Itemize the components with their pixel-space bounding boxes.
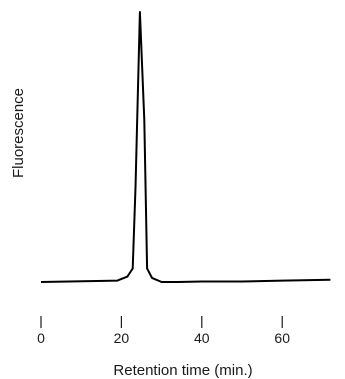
fluorescence-trace xyxy=(40,11,331,283)
y-axis-label: Fluorescence xyxy=(10,88,27,178)
x-tick-label: 40 xyxy=(194,330,210,346)
x-axis-label: Retention time (min.) xyxy=(113,362,252,379)
x-tick-label: 0 xyxy=(37,330,45,346)
x-tick-label: 20 xyxy=(114,330,130,346)
x-axis-ticks: 0 20 40 60 xyxy=(37,316,290,346)
x-tick-label: 60 xyxy=(274,330,290,346)
